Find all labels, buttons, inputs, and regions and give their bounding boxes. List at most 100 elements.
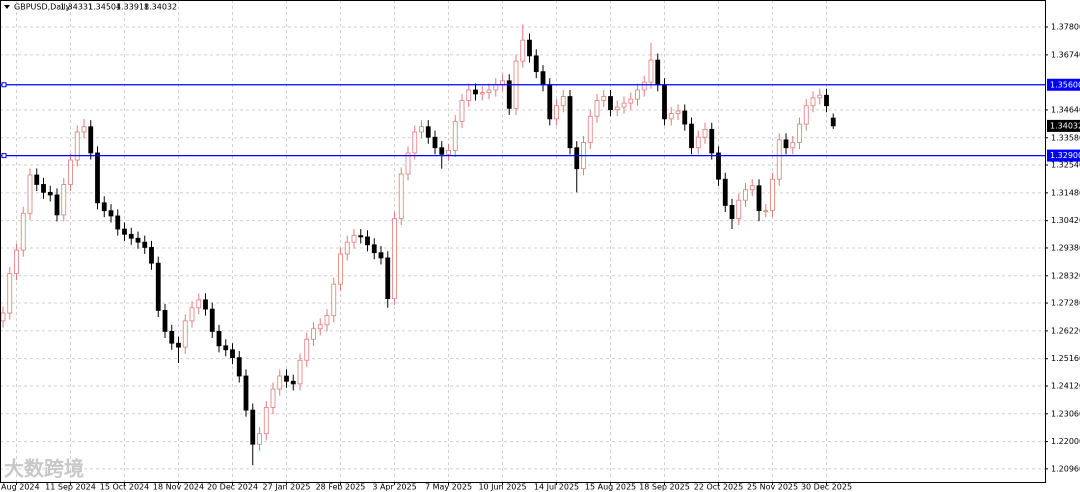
candle-body — [520, 39, 526, 62]
candle-body — [608, 96, 613, 111]
candle-body — [54, 194, 60, 216]
x-tick-label: 20 Dec 2024 — [207, 483, 258, 492]
line-handle — [1, 82, 7, 88]
price-label: 1.32900 — [1050, 151, 1080, 160]
candle-body — [675, 110, 681, 115]
x-tick-label: 18 Sep 2025 — [639, 483, 690, 492]
candle-body — [425, 126, 431, 138]
candle-body — [689, 123, 694, 149]
x-tick-label: 8 Aug 2024 — [0, 483, 40, 492]
candle-body — [155, 262, 161, 311]
candle-body — [574, 147, 580, 170]
candle-body — [385, 257, 391, 299]
x-tick-label: 10 Jun 2025 — [478, 483, 526, 492]
x-tick-label: 15 Aug 2025 — [585, 483, 636, 492]
y-tick-label: 1.23060 — [1051, 409, 1080, 418]
x-tick-label: 18 Nov 2024 — [153, 483, 204, 492]
candle-body — [749, 185, 755, 191]
candle-body — [277, 375, 283, 390]
price-label-bg — [1047, 78, 1080, 91]
candle-body — [756, 185, 762, 212]
candle-body — [533, 55, 539, 73]
watermark: 大数跨境 — [4, 457, 84, 481]
chart-title: GBPUSD,Daily — [14, 3, 71, 12]
candle-body — [635, 89, 640, 100]
candle-body — [162, 310, 168, 332]
candle-body — [770, 178, 775, 212]
candle-body — [776, 139, 782, 180]
candle-body — [763, 210, 769, 213]
candle-body — [14, 249, 19, 275]
candle-body — [371, 244, 377, 254]
x-tick-label: 3 Apr 2025 — [372, 483, 416, 492]
y-tick-label: 1.32540 — [1051, 161, 1080, 170]
y-tick-label: 1.29380 — [1051, 243, 1080, 252]
candle-body — [803, 105, 809, 125]
candle-body — [189, 307, 195, 322]
y-tick-label: 1.20960 — [1051, 464, 1080, 473]
candle-body — [47, 191, 53, 196]
y-tick-label: 1.26220 — [1051, 326, 1080, 335]
candle-body — [41, 184, 46, 193]
candle-body — [149, 247, 154, 264]
candle-body — [601, 96, 607, 101]
candle-body — [722, 178, 728, 206]
x-tick-label: 22 Oct 2025 — [694, 483, 743, 492]
candle-body — [466, 89, 472, 101]
ohlc-value: 1.33918 — [116, 3, 149, 12]
plot-border — [0, 0, 1046, 483]
candle-body — [365, 236, 370, 246]
candle-body — [729, 205, 735, 219]
candle-body — [439, 147, 445, 155]
candle-body — [338, 253, 343, 285]
candles — [0, 24, 836, 466]
last-price-label: 1.34032 — [1050, 121, 1080, 130]
candle-body — [203, 299, 208, 310]
candle-body — [628, 98, 634, 104]
candle-body — [797, 123, 802, 143]
candle-body — [331, 283, 337, 317]
candle-body — [27, 174, 33, 214]
candle-body — [621, 102, 627, 108]
axes: 1.37800 1.36740 1.34640 1.33580 1.32540 1.314… — [0, 23, 1080, 492]
candle-body — [216, 330, 222, 347]
candle-body — [446, 149, 451, 155]
ohlc-value: 1.34504 — [88, 3, 121, 12]
candle-body — [68, 159, 73, 185]
candle-body — [243, 375, 249, 411]
candle-body — [169, 330, 175, 344]
candle-body — [432, 136, 438, 149]
line-handle — [1, 153, 7, 159]
x-tick-label: 30 Dec 2025 — [801, 483, 852, 492]
candle-body — [284, 375, 289, 382]
candle-body — [108, 210, 114, 217]
candle-body — [115, 215, 121, 230]
menu-arrow[interactable] — [4, 5, 10, 9]
candle-body — [743, 189, 748, 201]
candle-body — [317, 324, 323, 330]
price-label: 1.35600 — [1050, 80, 1080, 89]
y-tick-label: 1.33580 — [1051, 133, 1080, 142]
candle-body — [614, 106, 620, 111]
candle-body — [459, 100, 465, 122]
candle-body — [594, 100, 600, 117]
candle-body — [230, 349, 235, 359]
candle-body — [790, 142, 796, 149]
y-tick-label: 1.22000 — [1051, 437, 1080, 446]
candle-body — [810, 97, 816, 107]
candle-body — [74, 131, 80, 161]
candle-body — [351, 235, 357, 243]
candle-body — [473, 89, 478, 95]
candle-body — [554, 105, 559, 120]
y-tick-label: 1.31480 — [1051, 188, 1080, 197]
y-tick-label: 1.24120 — [1051, 381, 1080, 390]
candle-body — [236, 357, 242, 377]
candle-body — [398, 173, 404, 219]
last-price-bg — [1047, 119, 1080, 132]
candle-body — [223, 345, 229, 351]
y-tick-label: 1.25160 — [1051, 354, 1080, 363]
candle-body — [122, 228, 127, 235]
candle-body — [304, 338, 310, 361]
